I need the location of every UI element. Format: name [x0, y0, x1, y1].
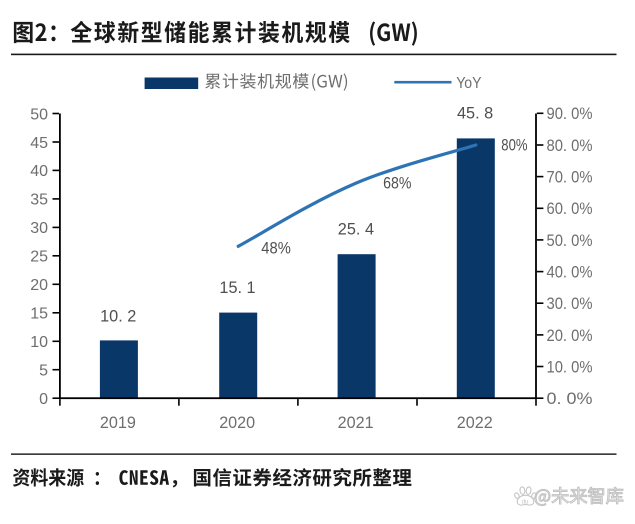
- svg-text:0. 0%: 0. 0%: [547, 390, 593, 408]
- svg-text:45: 45: [30, 135, 48, 152]
- svg-text:0: 0: [39, 391, 48, 408]
- svg-text:du: du: [522, 499, 529, 506]
- svg-text:25. 4: 25. 4: [338, 221, 374, 239]
- svg-text:60. 0%: 60. 0%: [547, 200, 593, 218]
- svg-text:15. 1: 15. 1: [219, 279, 255, 297]
- svg-text:40. 0%: 40. 0%: [547, 264, 593, 282]
- svg-text:2020: 2020: [219, 413, 255, 432]
- svg-text:2022: 2022: [457, 413, 493, 432]
- svg-text:30. 0%: 30. 0%: [547, 295, 593, 313]
- svg-text:10. 0%: 10. 0%: [547, 358, 593, 376]
- svg-text:48%: 48%: [261, 238, 291, 257]
- svg-text:10: 10: [30, 334, 48, 351]
- svg-text:20. 0%: 20. 0%: [547, 327, 593, 345]
- svg-text:50: 50: [30, 106, 48, 123]
- svg-text:10. 2: 10. 2: [100, 307, 136, 325]
- svg-text:68%: 68%: [383, 173, 411, 192]
- svg-text:2021: 2021: [338, 413, 374, 432]
- svg-text:25: 25: [30, 249, 48, 266]
- svg-text:80. 0%: 80. 0%: [547, 137, 593, 155]
- svg-text:35: 35: [30, 192, 48, 209]
- svg-text:15: 15: [30, 306, 48, 323]
- svg-text:50. 0%: 50. 0%: [547, 232, 593, 250]
- svg-text:80%: 80%: [501, 135, 527, 154]
- svg-text:90. 0%: 90. 0%: [547, 105, 593, 123]
- svg-text:30: 30: [30, 220, 48, 237]
- svg-text:40: 40: [30, 163, 48, 180]
- svg-text:2019: 2019: [100, 413, 136, 432]
- svg-text:YoY: YoY: [456, 74, 481, 92]
- svg-text:5: 5: [39, 363, 48, 380]
- svg-text:45. 8: 45. 8: [457, 105, 493, 123]
- svg-text:70. 0%: 70. 0%: [547, 169, 593, 187]
- svg-text:20: 20: [30, 277, 48, 294]
